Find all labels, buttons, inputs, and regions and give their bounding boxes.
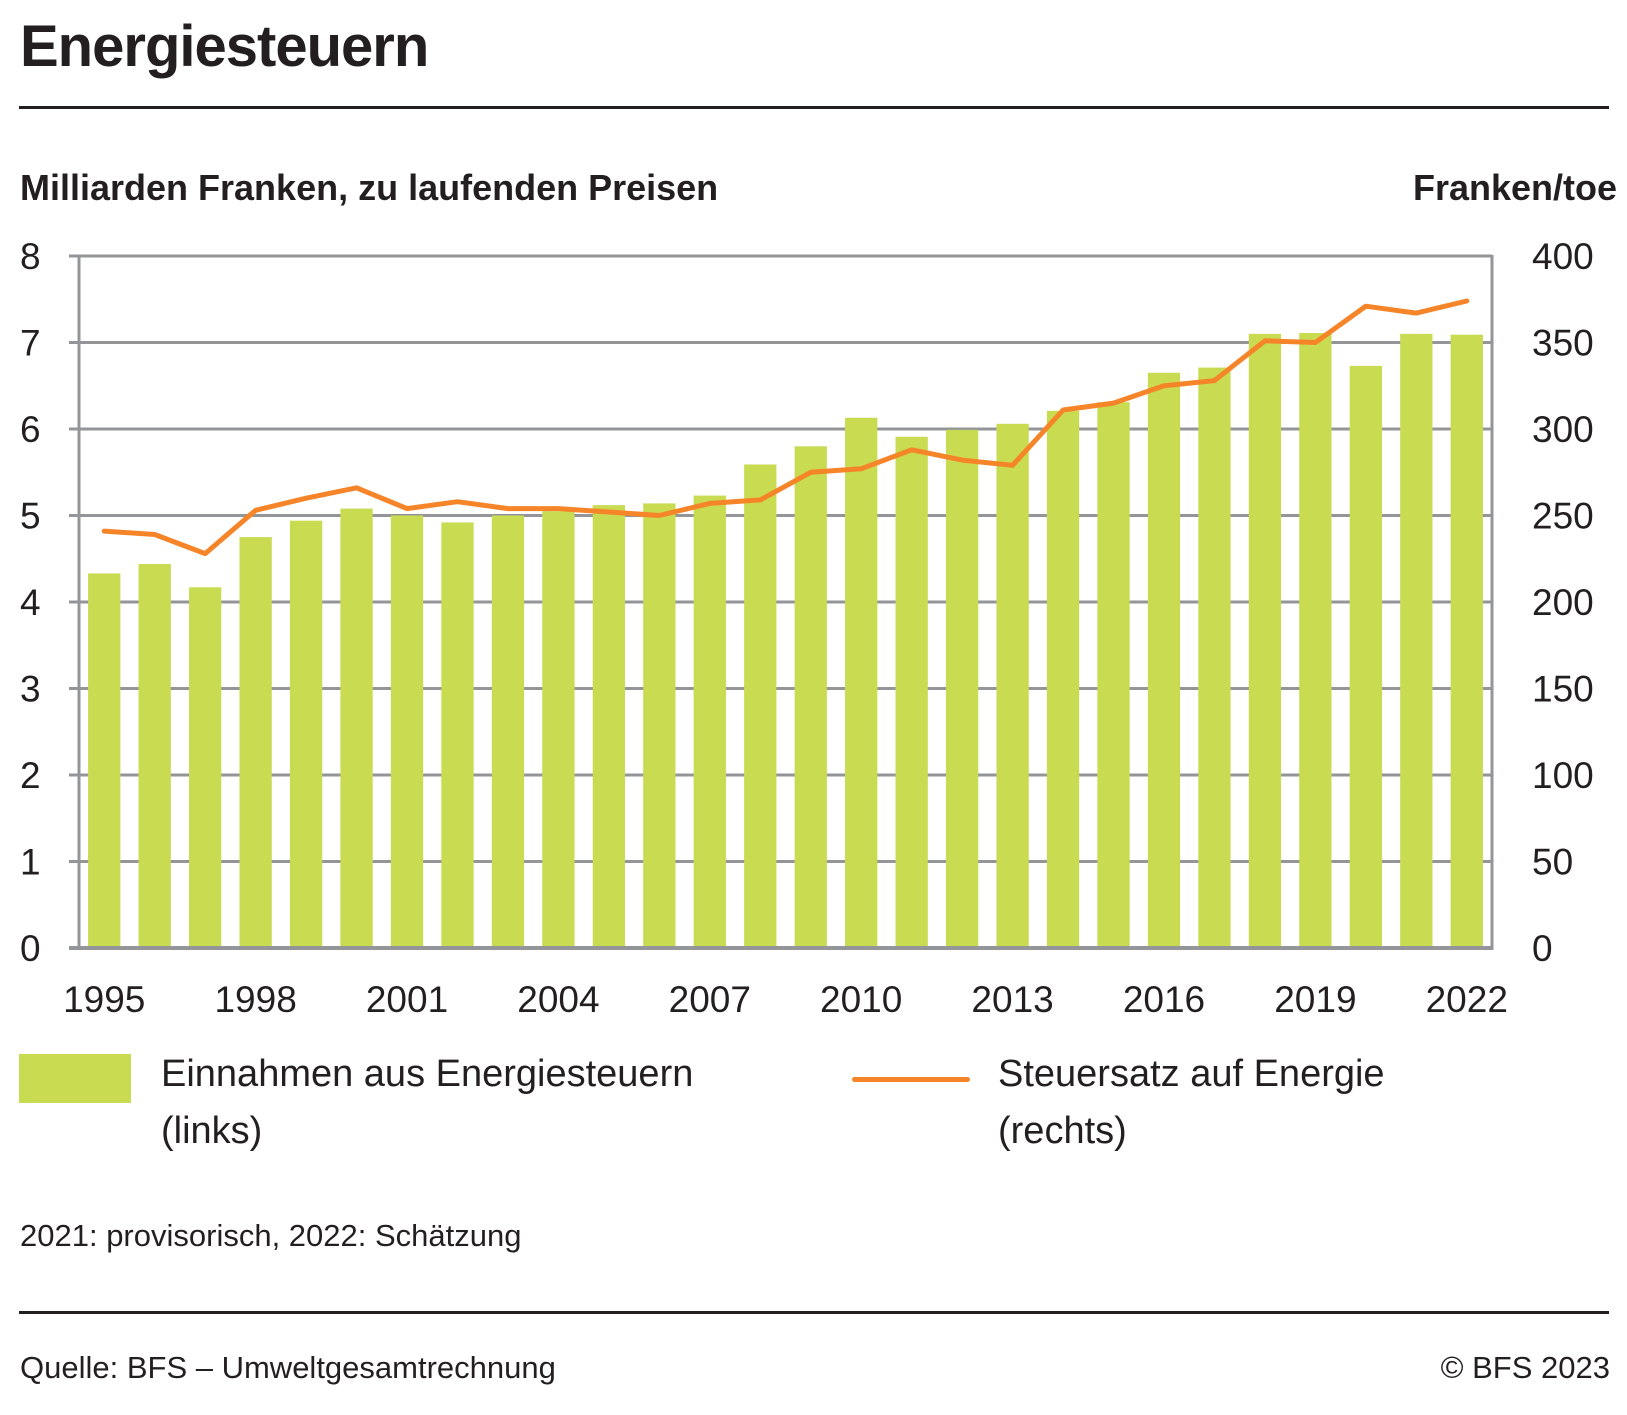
bar xyxy=(845,417,878,948)
bar xyxy=(542,511,575,948)
legend-item-revenue: Einnahmen aus Energiesteuern (links) xyxy=(19,1053,693,1160)
legend-label-tax-rate-line1: Steuersatz auf Energie xyxy=(998,1053,1385,1095)
y-tick-label-right: 250 xyxy=(1532,496,1594,537)
bar xyxy=(189,587,222,948)
x-tick-label: 1995 xyxy=(63,979,145,1020)
copyright-text: © BFS 2023 xyxy=(1440,1350,1610,1385)
bar xyxy=(239,537,272,948)
bar xyxy=(744,464,777,948)
bar xyxy=(138,563,171,948)
y-tick-label-left: 2 xyxy=(20,755,41,796)
x-tick-label: 2016 xyxy=(1123,979,1205,1020)
plot-frame xyxy=(69,254,1494,950)
x-tick-label: 1998 xyxy=(214,979,296,1020)
bar xyxy=(1299,332,1332,948)
y-tick-label-right: 300 xyxy=(1532,409,1594,450)
legend-label-tax-rate: Steuersatz auf Energie (rechts) xyxy=(998,1046,1385,1160)
legend-swatch-line xyxy=(852,1077,970,1082)
legend-swatch-bar xyxy=(19,1054,131,1103)
bar xyxy=(1046,410,1080,949)
bar-series xyxy=(88,332,1483,949)
bar xyxy=(340,508,373,948)
bar xyxy=(1450,334,1483,949)
y-tick-label-right: 150 xyxy=(1532,669,1594,710)
bar xyxy=(289,520,323,948)
bar xyxy=(693,495,726,948)
tax-rate-line xyxy=(101,298,1470,557)
x-axis-ticks: 1995 1998 2001 2004 2007 2010 2013 2016 2019 2022 xyxy=(63,979,1508,1020)
x-tick-label: 2019 xyxy=(1274,979,1356,1020)
chart-title: Energiesteuern xyxy=(20,14,429,79)
x-tick-label: 2013 xyxy=(971,979,1053,1020)
bar xyxy=(1248,333,1282,949)
right-axis-ticks: 0 50 100 150 200 250 300 350 400 xyxy=(1532,236,1594,969)
bar xyxy=(1097,402,1130,948)
bar xyxy=(643,503,676,948)
bar xyxy=(895,436,928,948)
legend-item-tax-rate: Steuersatz auf Energie (rechts) xyxy=(852,1053,1385,1160)
left-axis-title: Milliarden Franken, zu laufenden Preisen xyxy=(20,167,719,208)
y-tick-label-right: 200 xyxy=(1532,582,1594,623)
x-tick-label: 2004 xyxy=(517,979,599,1020)
legend-label-revenue-line1: Einnahmen aus Energiesteuern xyxy=(161,1053,694,1095)
x-tick-label: 2010 xyxy=(820,979,902,1020)
y-tick-label-left: 3 xyxy=(20,669,41,710)
bar xyxy=(1147,372,1181,948)
footnote: 2021: provisorisch, 2022: Schätzung xyxy=(20,1218,522,1253)
y-tick-label-left: 1 xyxy=(20,842,41,883)
bar xyxy=(1349,365,1382,949)
legend-label-revenue: Einnahmen aus Energiesteuern (links) xyxy=(161,1046,693,1160)
y-tick-label-left: 4 xyxy=(20,582,41,623)
bar xyxy=(1198,367,1231,949)
y-tick-label-right: 350 xyxy=(1532,323,1594,364)
source-text: Quelle: BFS – Umweltgesamtrechnung xyxy=(20,1350,556,1385)
bar xyxy=(441,522,474,948)
x-tick-label: 2007 xyxy=(669,979,751,1020)
bar xyxy=(1400,333,1433,949)
y-tick-label-left: 7 xyxy=(20,323,41,364)
right-axis-title: Franken/toe xyxy=(1412,167,1617,208)
bar xyxy=(794,446,827,948)
y-tick-label-right: 100 xyxy=(1532,755,1594,796)
bar xyxy=(88,573,121,948)
left-axis-ticks: 0 1 2 3 4 5 6 7 8 xyxy=(20,236,41,969)
y-tick-label-right: 400 xyxy=(1532,236,1594,277)
bar xyxy=(491,515,525,948)
legend-label-tax-rate-line2: (rechts) xyxy=(998,1110,1127,1152)
legend-label-revenue-line2: (links) xyxy=(161,1110,263,1152)
x-tick-label: 2022 xyxy=(1426,979,1508,1020)
bar xyxy=(390,515,424,948)
bar xyxy=(945,429,979,948)
bar xyxy=(996,423,1029,948)
y-tick-label-right: 0 xyxy=(1532,928,1553,969)
y-tick-label-left: 8 xyxy=(20,236,41,277)
line-series xyxy=(101,298,1470,557)
bar xyxy=(592,505,626,948)
y-tick-label-left: 5 xyxy=(20,496,41,537)
title-divider xyxy=(19,106,1609,109)
x-tick-label: 2001 xyxy=(366,979,448,1020)
footer-divider xyxy=(19,1311,1609,1314)
y-tick-label-left: 0 xyxy=(20,928,41,969)
y-tick-label-left: 6 xyxy=(20,409,41,450)
y-tick-label-right: 50 xyxy=(1532,842,1573,883)
